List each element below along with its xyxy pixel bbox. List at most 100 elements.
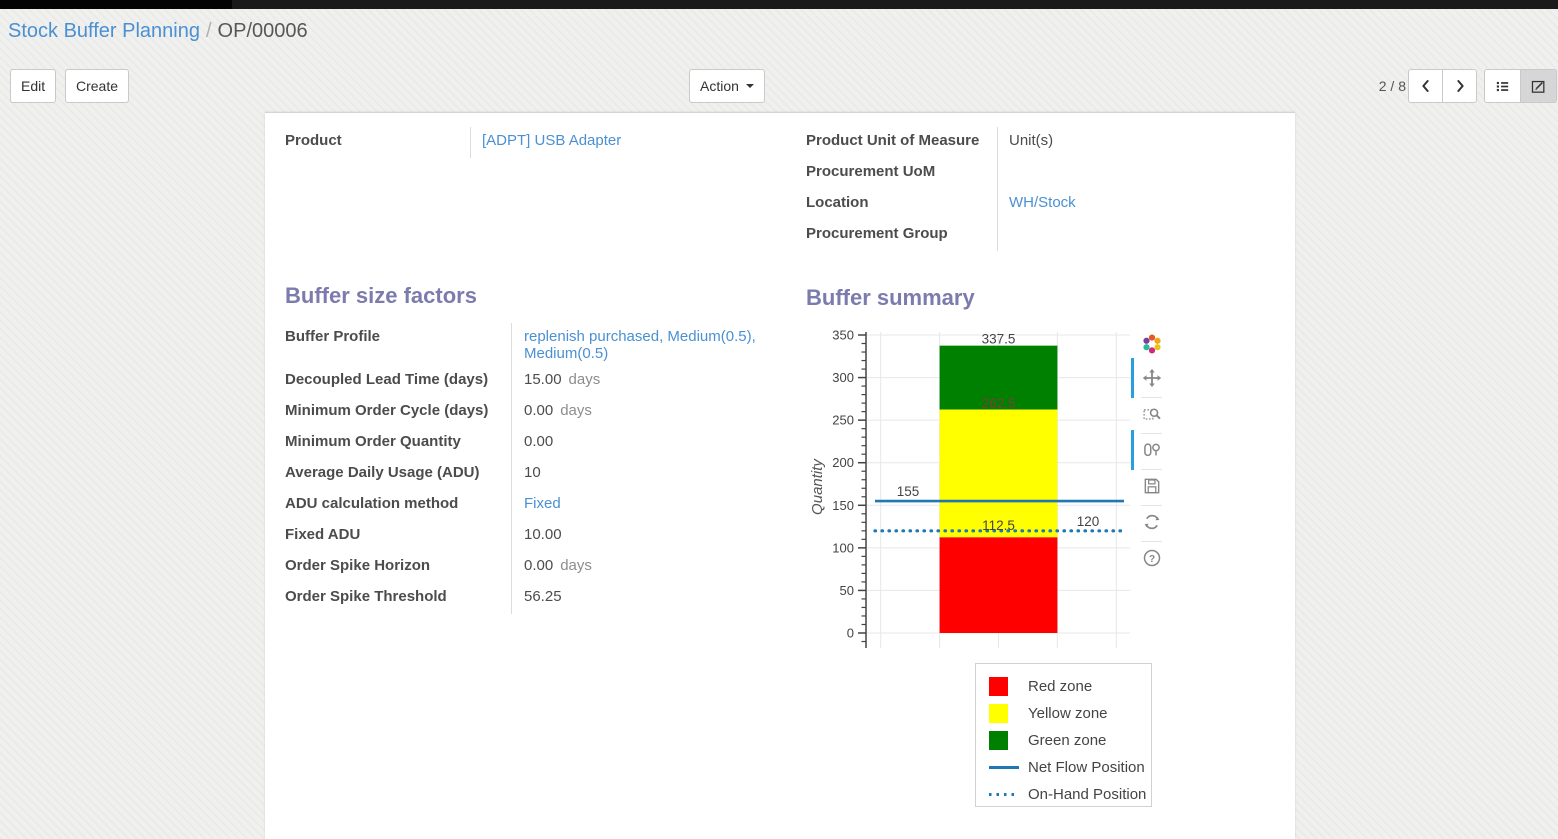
top-menu-bar-segment	[0, 0, 232, 9]
field-label: Product Unit of Measure	[806, 132, 980, 149]
field-value-text: Unit(s)	[1009, 132, 1054, 149]
breadcrumb-parent-link[interactable]: Stock Buffer Planning	[8, 20, 200, 42]
modebar-toggle-hover-icon[interactable]	[1139, 437, 1165, 463]
breadcrumb-separator: /	[205, 20, 212, 42]
top-menu-bar	[0, 0, 1558, 9]
legend-item-red-zone[interactable]: Red zone	[989, 673, 1151, 700]
legend-swatch-square	[989, 677, 1021, 696]
form-view-button[interactable]	[1520, 69, 1557, 103]
field-value-text: 0.00	[524, 402, 554, 419]
legend-label: Green zone	[1028, 732, 1107, 749]
buffer-size-factors-title: Buffer size factors	[285, 283, 477, 308]
field-value: 56.25	[511, 583, 769, 614]
field-row: Product [ADPT] USB Adapter	[285, 127, 790, 158]
edit-button[interactable]: Edit	[10, 69, 57, 103]
modebar-active-indicator	[1131, 430, 1134, 470]
buffer-summary-title: Buffer summary	[806, 285, 975, 310]
legend-item-net-flow-position[interactable]: Net Flow Position	[989, 754, 1151, 781]
modebar-separator	[1141, 505, 1162, 506]
field-value-link[interactable]: Fixed	[524, 495, 561, 512]
modebar-separator	[1141, 397, 1162, 398]
caret-down-icon	[745, 84, 754, 88]
field-value-link[interactable]: replenish purchased, Medium(0.5), Medium…	[524, 328, 756, 362]
field-value-link[interactable]: [ADPT] USB Adapter	[482, 132, 622, 149]
field-value: 10	[511, 459, 769, 490]
field-value: WH/Stock	[997, 189, 1277, 220]
modebar-zoom-box-icon[interactable]	[1139, 401, 1165, 427]
list-view-button[interactable]	[1484, 69, 1521, 103]
pager-previous-button[interactable]	[1408, 69, 1443, 103]
clipped-text-fragment	[1060, 113, 1120, 116]
field-unit-suffix: days	[560, 402, 592, 419]
legend-label: Net Flow Position	[1028, 759, 1145, 776]
pager-buttons	[1408, 69, 1477, 103]
field-row: Procurement UoM	[806, 158, 1286, 189]
field-label: ADU calculation method	[285, 495, 459, 512]
field-value	[997, 220, 1277, 251]
field-row: Minimum Order Cycle (days) 0.00 days	[285, 397, 787, 428]
zone-bar-green-zone[interactable]	[939, 345, 1058, 410]
field-row: Buffer Profile replenish purchased, Mediu…	[285, 323, 787, 366]
pager-next-button[interactable]	[1442, 69, 1477, 103]
legend-item-yellow-zone[interactable]: Yellow zone	[989, 700, 1151, 727]
chevron-left-icon	[1421, 80, 1429, 92]
field-label: Procurement Group	[806, 225, 948, 242]
field-value: 0.00	[511, 428, 769, 459]
action-label: Action	[700, 78, 739, 94]
field-value: 15.00 days	[511, 366, 769, 397]
field-unit-suffix: days	[568, 371, 601, 388]
field-label: Order Spike Threshold	[285, 588, 447, 605]
breadcrumb-current: OP/00006	[217, 20, 308, 42]
y-tick-label: 350	[832, 328, 854, 343]
field-value: Fixed	[511, 490, 769, 521]
field-value: [ADPT] USB Adapter	[470, 127, 790, 158]
field-row: Procurement Group	[806, 220, 1286, 251]
buffer-summary-chart[interactable]: 0 50 100 150 200 250 300 350 Quantity 337.5 262.5 1…	[810, 325, 1170, 660]
legend-swatch-square	[989, 704, 1021, 723]
modebar-pan-icon[interactable]	[1139, 365, 1165, 391]
legend-item-green-zone[interactable]: Green zone	[989, 727, 1151, 754]
modebar-help-icon[interactable]: ?	[1139, 545, 1165, 571]
modebar-plotly-logo-icon[interactable]	[1139, 331, 1165, 357]
modebar-reset-axes-icon[interactable]	[1139, 509, 1165, 535]
y-tick-label: 50	[840, 583, 854, 598]
zone-bar-red-zone[interactable]	[939, 537, 1058, 633]
field-label: Procurement UoM	[806, 163, 936, 180]
field-value-link[interactable]: WH/Stock	[1009, 194, 1076, 211]
field-row: Order Spike Horizon 0.00 days	[285, 552, 787, 583]
buffer-factor-fields: Buffer Profile replenish purchased, Mediu…	[285, 323, 787, 614]
annotation-red-top: 112.5	[982, 518, 1015, 533]
legend-swatch-square	[989, 731, 1021, 750]
annotation-green-yellow-boundary: 262.5	[982, 396, 1016, 411]
field-label: Buffer Profile	[285, 328, 381, 345]
field-row: Location WH/Stock	[806, 189, 1286, 220]
field-label: Location	[806, 194, 869, 211]
field-value: 10.00	[511, 521, 769, 552]
view-switcher	[1484, 69, 1557, 103]
field-row: Minimum Order Quantity 0.00	[285, 428, 787, 459]
y-tick-label: 300	[832, 370, 854, 385]
modebar-active-indicator	[1131, 358, 1134, 398]
modebar-separator	[1141, 541, 1162, 542]
legend-label: Yellow zone	[1028, 705, 1108, 722]
field-row: Product Unit of Measure Unit(s)	[806, 127, 1286, 158]
create-button[interactable]: Create	[65, 69, 130, 103]
field-label: Minimum Order Cycle (days)	[285, 402, 489, 419]
annotation-net-flow: 155	[897, 484, 920, 499]
field-label: Minimum Order Quantity	[285, 433, 461, 450]
modebar-separator	[1141, 469, 1162, 470]
legend-item-on-hand-position[interactable]: On-Hand Position	[989, 781, 1151, 808]
field-label: Average Daily Usage (ADU)	[285, 464, 480, 481]
field-label: Decoupled Lead Time (days)	[285, 371, 489, 388]
y-tick-label: 150	[832, 498, 854, 513]
field-value-text: 10	[524, 464, 541, 481]
y-axis-title: Quantity	[810, 458, 826, 515]
legend-label: On-Hand Position	[1028, 786, 1147, 803]
action-dropdown-button[interactable]: Action	[689, 69, 765, 103]
field-unit-suffix: days	[560, 557, 592, 574]
modebar-save-icon[interactable]	[1139, 473, 1165, 499]
annotation-bar-top: 337.5	[982, 332, 1016, 347]
zone-bar-yellow-zone[interactable]	[939, 409, 1058, 538]
edit-form-icon	[1531, 80, 1545, 93]
